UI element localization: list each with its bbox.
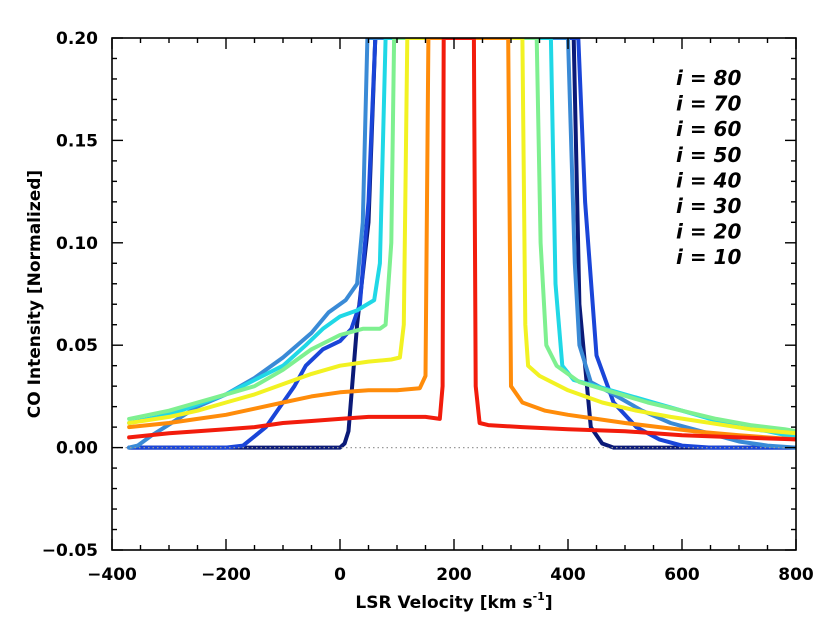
legend-entry: i = 50: [676, 143, 741, 167]
x-tick-label: 600: [664, 565, 700, 585]
x-axis-title-close: ]: [545, 593, 553, 613]
x-axis-title: LSR Velocity [km s-1]: [355, 590, 552, 613]
x-tick-label: 400: [550, 565, 586, 585]
legend: i = 80i = 70i = 60i = 50i = 40i = 30i = …: [676, 66, 741, 269]
legend-entry: i = 70: [676, 92, 741, 116]
y-tick-label: 0.05: [56, 336, 98, 356]
series-line-7: [127, 38, 796, 442]
legend-entry: i = 40: [676, 168, 741, 192]
y-tick-label: 0.10: [56, 234, 98, 254]
legend-entry: i = 30: [676, 194, 741, 218]
legend-entry: i = 80: [676, 66, 741, 90]
x-tick-labels: −400 −200 0 200 400 600 800: [87, 565, 814, 585]
x-axis-title-main: LSR Velocity [km s: [355, 593, 532, 613]
y-tick-labels: −0.05 0.00 0.05 0.10 0.15 0.20: [42, 29, 98, 561]
series-line-8: [127, 38, 796, 442]
legend-entry: i = 60: [676, 117, 741, 141]
x-tick-label: −400: [87, 565, 137, 585]
x-tick-label: 200: [436, 565, 472, 585]
y-tick-label: 0.15: [56, 131, 98, 151]
series-line-5: [127, 38, 796, 434]
x-tick-label: −200: [201, 565, 251, 585]
x-tick-label: 800: [778, 565, 814, 585]
legend-entry: i = 20: [676, 220, 741, 244]
legend-entry: i = 10: [676, 245, 741, 269]
y-axis-title: CO Intensity [Normalized]: [25, 170, 45, 418]
series-layer: [127, 38, 796, 450]
axis-ticks: [111, 37, 797, 551]
y-tick-label: −0.05: [42, 541, 98, 561]
y-tick-label: 0.00: [56, 439, 98, 459]
x-axis-title-exponent: -1: [533, 590, 545, 603]
x-tick-label: 0: [334, 565, 346, 585]
series-line-6: [127, 38, 796, 436]
y-tick-label: 0.20: [56, 29, 98, 49]
